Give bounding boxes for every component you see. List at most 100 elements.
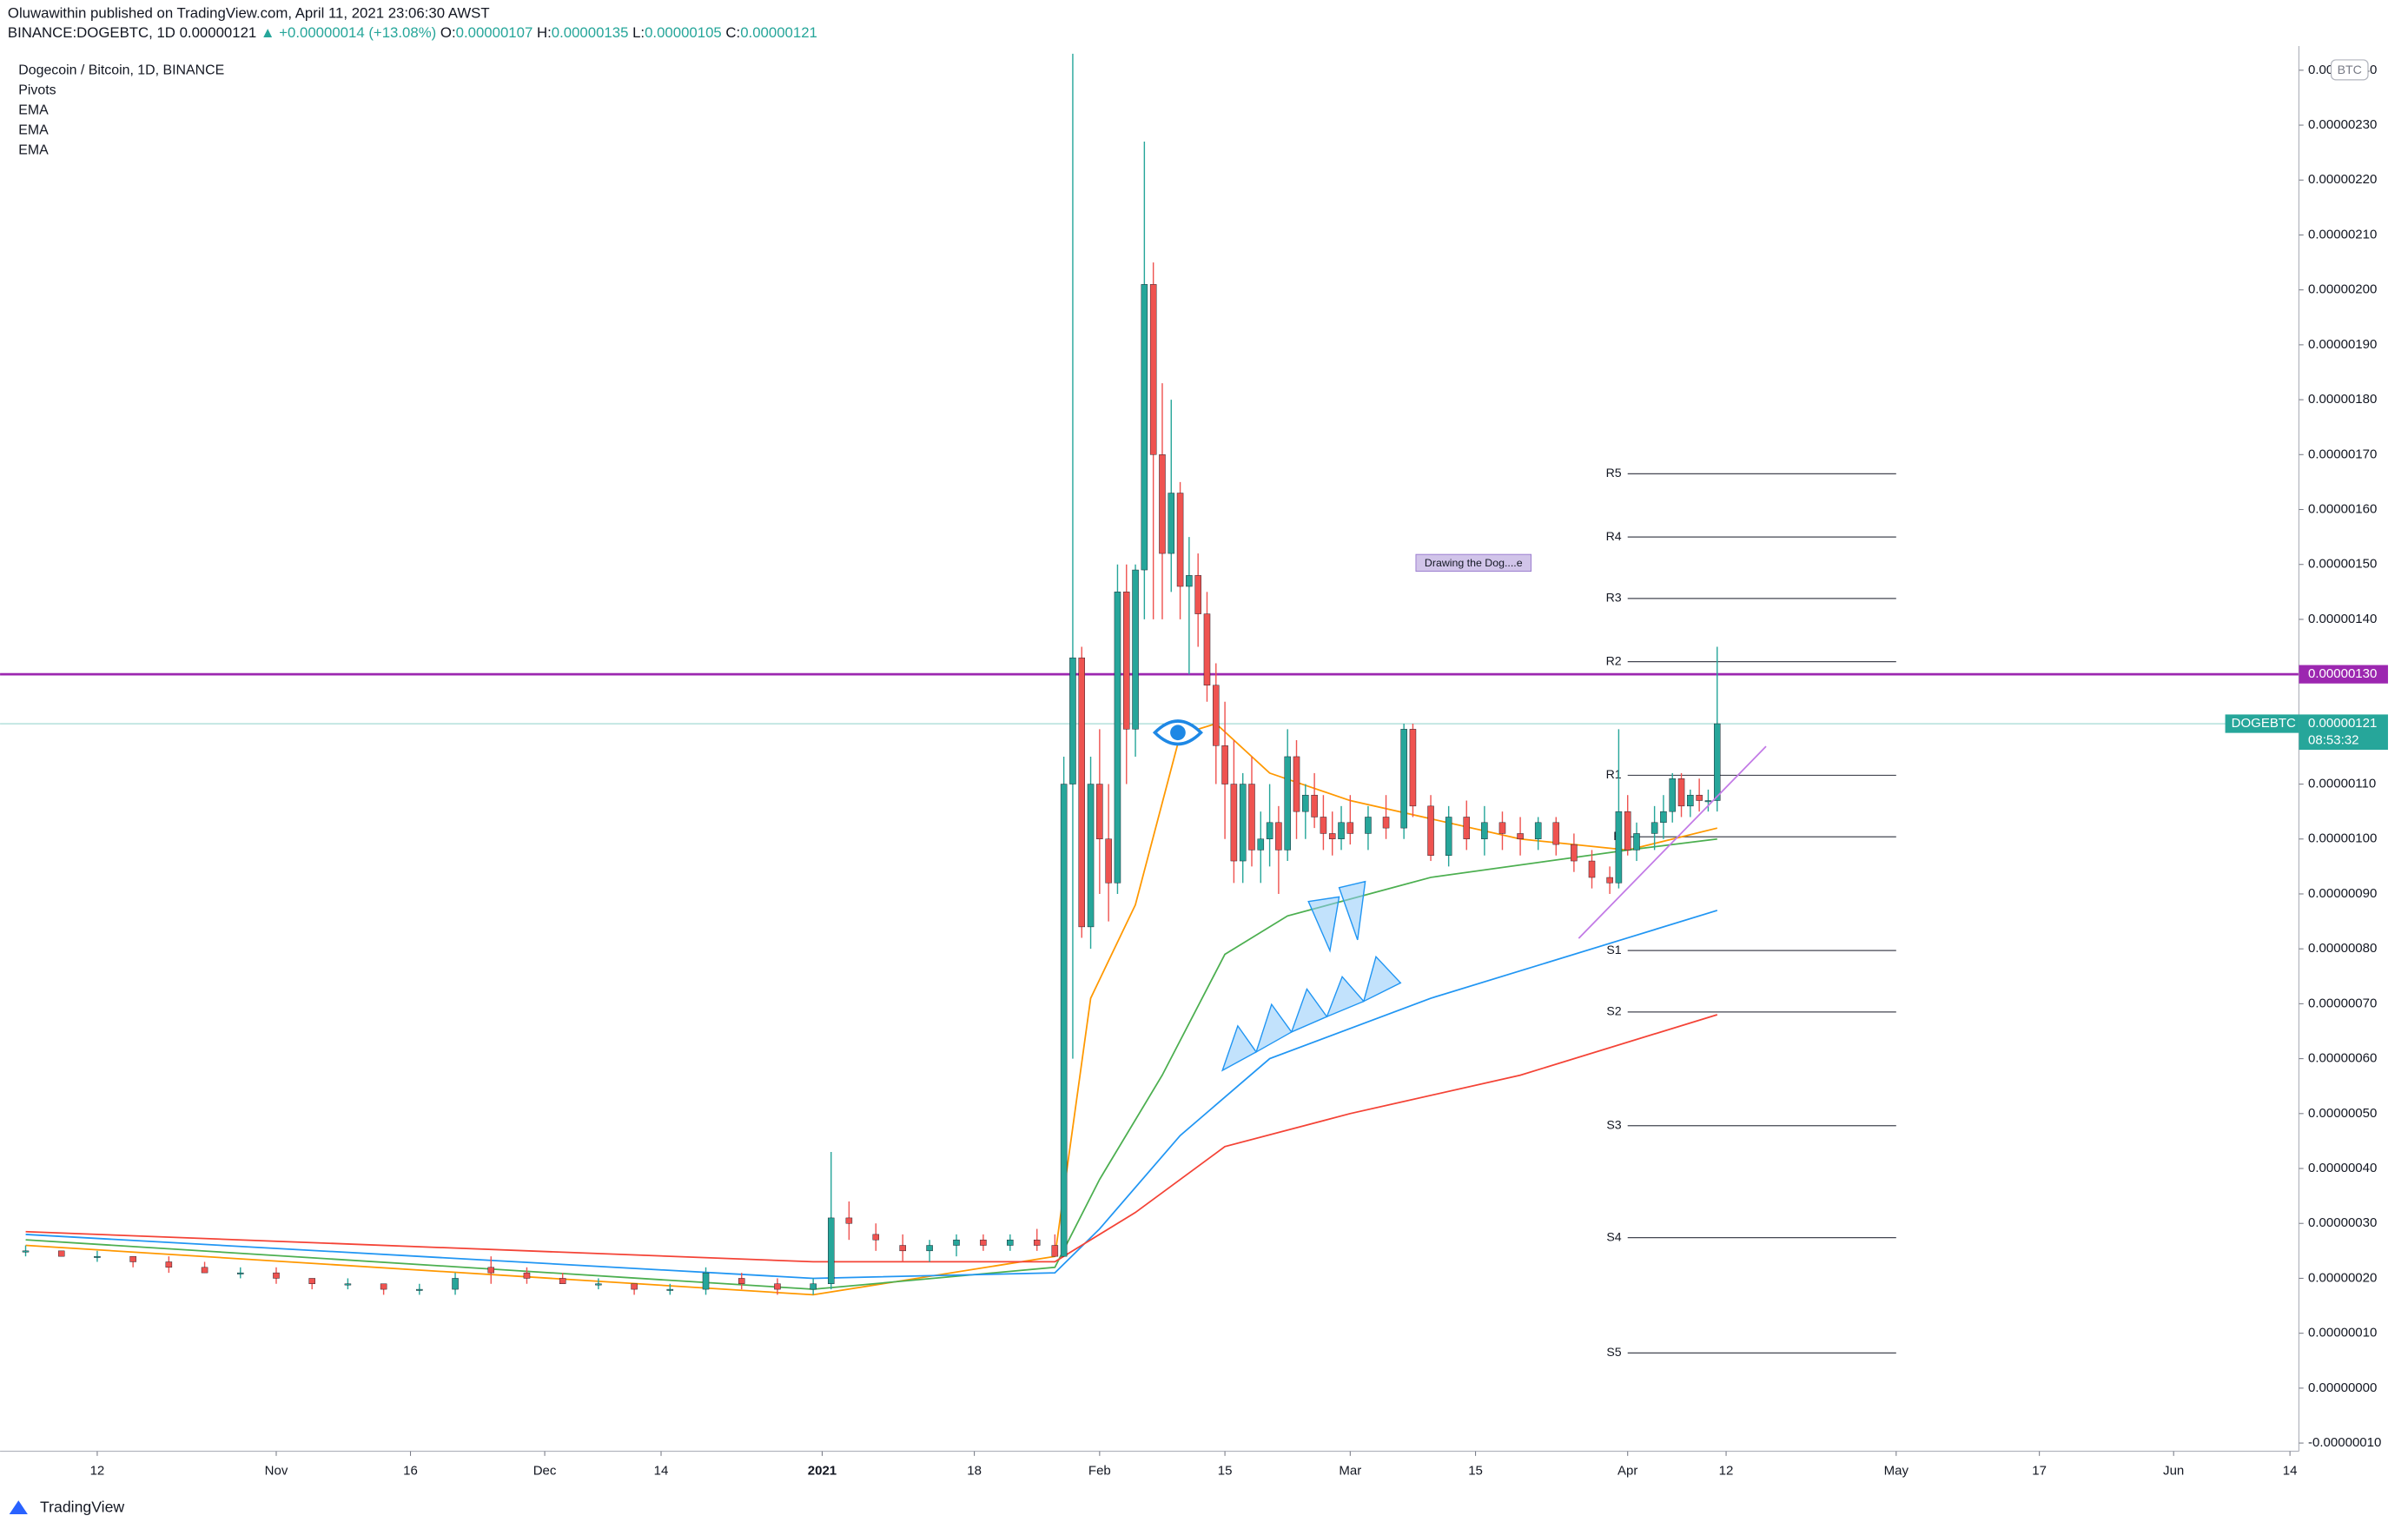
pivot-label: R3 <box>1606 591 1622 605</box>
candle-body <box>1168 493 1175 554</box>
pivot-label: S4 <box>1606 1229 1621 1243</box>
footer: TradingView <box>40 1499 124 1516</box>
y-tick-label: 0.00000200 <box>2308 282 2377 297</box>
hline-label: 0.00000130 <box>2308 666 2377 681</box>
x-tick-label: Apr <box>1617 1464 1637 1479</box>
candle-body <box>1400 729 1407 829</box>
candle-body <box>595 1283 602 1286</box>
candle-body <box>1239 784 1247 862</box>
candle-body <box>1302 794 1309 812</box>
candle-body <box>1266 822 1273 839</box>
candle-body <box>666 1288 674 1291</box>
legend: Dogecoin / Bitcoin, 1D, BINANCE Pivots E… <box>18 63 224 158</box>
symbol-label: DOGEBTC <box>2232 716 2296 731</box>
last: 0.00000121 <box>180 24 257 41</box>
candle-body <box>416 1288 423 1291</box>
x-tick-label: 17 <box>2032 1464 2047 1479</box>
candle-body <box>828 1217 835 1284</box>
x-tick-label: 14 <box>654 1464 669 1479</box>
y-tick-label: 0.00000160 <box>2308 501 2377 516</box>
y-tick-label: 0.00000060 <box>2308 1051 2377 1066</box>
legend-item: Pivots <box>18 83 56 98</box>
candle-body <box>165 1261 173 1268</box>
h: 0.00000135 <box>552 24 629 41</box>
legend-item: EMA <box>18 142 49 157</box>
x-tick-label: 12 <box>1719 1464 1734 1479</box>
o-label: O: <box>440 24 456 41</box>
candle-body <box>1365 817 1372 834</box>
candle-body <box>1517 833 1524 839</box>
symbol-box <box>2225 714 2299 733</box>
candle-body <box>523 1272 531 1279</box>
y-tick-label: 0.00000180 <box>2308 392 2377 407</box>
y-tick-label: 0.00000070 <box>2308 996 2377 1010</box>
triangle <box>1362 955 1402 1003</box>
pivot-label: R1 <box>1606 767 1622 781</box>
x-tick-label: 18 <box>967 1464 982 1479</box>
candle-body <box>1320 817 1327 834</box>
candle-body <box>953 1239 960 1246</box>
candle-body <box>1382 817 1390 829</box>
axes: -0.00000010 0.00000000 0.00000010 0.0000002… <box>0 46 2388 1479</box>
triangle <box>1254 1003 1293 1054</box>
y-tick-label: 0.00000150 <box>2308 557 2377 572</box>
candle-body <box>487 1267 495 1274</box>
candle-body <box>308 1278 315 1284</box>
candle-body <box>1096 784 1103 839</box>
candle-body <box>1651 822 1658 834</box>
candle-body <box>1427 805 1434 856</box>
candle-body <box>1078 657 1085 928</box>
x-tick-label: May <box>1884 1464 1909 1479</box>
candle-body <box>1481 822 1488 839</box>
candle-body <box>1713 723 1721 801</box>
candle-body <box>57 1250 65 1257</box>
candle-body <box>22 1250 30 1253</box>
candle-body <box>1346 822 1354 834</box>
candle-body <box>631 1283 638 1290</box>
candle-body <box>94 1255 101 1258</box>
price-label: 0.00000121 <box>2308 716 2377 731</box>
triangle <box>1326 975 1366 1018</box>
ema-line <box>25 837 1717 1290</box>
y-tick-label: 0.00000000 <box>2308 1380 2377 1395</box>
l-label: L: <box>632 24 645 41</box>
publisher-line: Oluwawithin published on TradingView.com… <box>8 4 490 21</box>
pivot-label: S5 <box>1606 1345 1621 1359</box>
x-tick-label: Nov <box>265 1464 288 1479</box>
hline-label-box <box>2299 665 2388 684</box>
pivot-label: R5 <box>1606 466 1622 480</box>
l: 0.00000105 <box>645 24 722 41</box>
candle-body <box>1033 1239 1041 1246</box>
symbol: BINANCE:DOGEBTC, 1D <box>8 24 175 41</box>
candle-body <box>1696 794 1703 801</box>
candle-body <box>1141 284 1148 571</box>
candle-body <box>1552 822 1560 845</box>
candle-body <box>1248 784 1255 851</box>
y-tick-label: 0.00000170 <box>2308 447 2377 461</box>
candle-body <box>237 1272 244 1274</box>
y-tick-label: 0.00000140 <box>2308 612 2377 626</box>
y-tick-label: 0.00000100 <box>2308 831 2377 846</box>
y-tick-label: 0.00000090 <box>2308 886 2377 901</box>
pivot-label: R4 <box>1606 529 1622 543</box>
candle-body <box>1633 833 1640 851</box>
candle-body <box>1687 794 1694 807</box>
x-tick-label: Feb <box>1088 1464 1111 1479</box>
candle-body <box>1060 784 1068 1257</box>
candle-body <box>926 1245 933 1252</box>
candle-body <box>1624 811 1631 851</box>
legend-item: EMA <box>18 122 49 137</box>
candle-body <box>559 1278 566 1284</box>
candle-body <box>1498 822 1506 834</box>
ema-line <box>25 910 1718 1280</box>
x-tick-label: 15 <box>1468 1464 1483 1479</box>
eye-icon <box>1152 719 1203 746</box>
candle-body <box>1159 454 1166 554</box>
eye-pupil <box>1170 725 1186 741</box>
c: 0.00000121 <box>740 24 817 41</box>
annotation: Drawing the Dog....e <box>1425 557 1523 569</box>
annotation-box <box>1415 553 1531 573</box>
candle-body <box>845 1217 853 1224</box>
candle-body <box>1275 822 1282 851</box>
